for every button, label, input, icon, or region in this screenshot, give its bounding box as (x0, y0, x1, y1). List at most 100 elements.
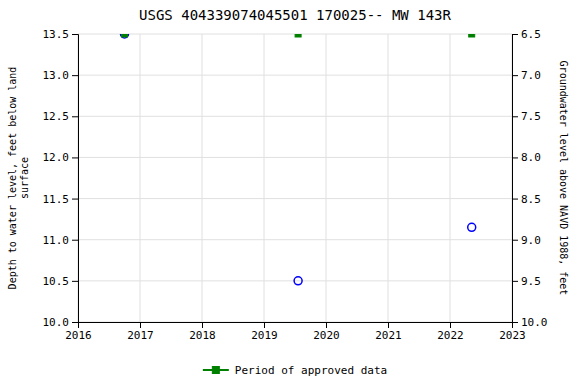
point (121, 34, 129, 38)
grid-line (450, 34, 451, 322)
axis-title: Groundwater level above NAVD 1988, feet (558, 61, 569, 296)
tick: 10.5 (43, 275, 79, 288)
tick-label: 2018 (189, 329, 216, 342)
point (294, 277, 302, 285)
tick-label: 2016 (65, 329, 92, 342)
chart: 2016201720182019202020212022202310.010.5… (0, 0, 576, 384)
grid-line (140, 34, 141, 322)
tick-mark (512, 199, 518, 200)
tick-mark (512, 281, 518, 282)
tick-label: 2022 (437, 329, 464, 342)
point (469, 34, 475, 37)
marks (121, 34, 476, 285)
axis: 10.0 10.5 11.0 11.5 12.0 12.5 13.0 13.5 (43, 28, 79, 329)
tick-label: 2017 (127, 329, 154, 342)
grid (78, 34, 512, 322)
grid-line (388, 34, 389, 322)
tick-label: 13.5 (43, 28, 70, 41)
grid-line (78, 280, 512, 281)
tick: 8.0 (512, 151, 541, 164)
tick: 12.0 (43, 151, 79, 164)
tick-mark (512, 322, 518, 323)
tick: 11.5 (43, 193, 79, 206)
tick: 2017 (127, 322, 154, 342)
tick-mark (72, 199, 78, 200)
axis: 10.0 9.5 9.0 8.5 8.0 7.5 7.0 6.5 (512, 28, 548, 329)
tick: 7.0 (512, 69, 541, 82)
tick-label: 9.0 (521, 234, 541, 247)
tick: 13.0 (43, 69, 79, 82)
grid-line (78, 239, 512, 240)
tick-label: 12.0 (43, 151, 70, 164)
tick: 13.5 (43, 28, 79, 41)
title: USGS 404339074045501 170025-- MW 143R (139, 7, 451, 23)
tick-mark (388, 322, 389, 328)
tick-mark (326, 322, 327, 328)
grid-line (202, 34, 203, 322)
tick: 10.0 (512, 316, 548, 329)
tick-label: 2021 (375, 329, 402, 342)
axis-line (72, 35, 79, 323)
tick-mark (140, 322, 141, 328)
axis-line (79, 323, 513, 329)
grid-line (326, 34, 327, 322)
tick-label: 13.0 (43, 69, 70, 82)
point (122, 34, 128, 37)
tick: 9.5 (512, 275, 541, 288)
tick: 7.5 (512, 110, 541, 123)
tick-label: 10.5 (43, 275, 70, 288)
tick-label: 2020 (313, 329, 340, 342)
legend-marker (212, 367, 219, 374)
grid-line (78, 157, 512, 158)
tick: 6.5 (512, 28, 541, 41)
tick-mark (72, 34, 78, 35)
tick-mark (512, 157, 518, 158)
tick: 2022 (437, 322, 464, 342)
tick: 2018 (189, 322, 216, 342)
tick-label: 2023 (499, 329, 526, 342)
tick: 12.5 (43, 110, 79, 123)
legend-label: Period of approved data (235, 364, 387, 377)
axis-title: Depth to water level, feet below landsur… (7, 67, 30, 290)
series (121, 34, 476, 285)
tick-label: 9.5 (521, 275, 541, 288)
tick-label: 12.5 (43, 110, 70, 123)
grid-line (78, 116, 512, 117)
tick-mark (72, 240, 78, 241)
tick: 2016 (65, 322, 92, 342)
tick: 8.5 (512, 193, 541, 206)
tick: 9.0 (512, 234, 541, 247)
tick-mark (450, 322, 451, 328)
tick: 2019 (251, 322, 278, 342)
tick-mark (72, 281, 78, 282)
tick-label: 7.5 (521, 110, 541, 123)
tick-label: 11.0 (43, 234, 70, 247)
tick-mark (72, 116, 78, 117)
tick: 2021 (375, 322, 402, 342)
tick-label: 7.0 (521, 69, 541, 82)
tick-label: 8.0 (521, 151, 541, 164)
plot: 2016201720182019202020212022202310.010.5… (43, 28, 548, 342)
tick: 11.0 (43, 234, 79, 247)
tick-mark (512, 75, 518, 76)
tick-label: 10.0 (521, 316, 548, 329)
tick-mark (72, 75, 78, 76)
point (468, 223, 476, 231)
grid-line (78, 198, 512, 199)
tick-mark (512, 116, 518, 117)
grid-line (264, 34, 265, 322)
tick-mark (512, 240, 518, 241)
point (295, 34, 301, 37)
tick: 2020 (313, 322, 340, 342)
tick-mark (72, 157, 78, 158)
axis-line (513, 35, 519, 323)
tick: 10.0 (43, 316, 79, 329)
tick-label: 10.0 (43, 316, 70, 329)
tick-label: 6.5 (521, 28, 541, 41)
series (122, 34, 475, 37)
tick-mark (512, 34, 518, 35)
tick-label: 11.5 (43, 193, 70, 206)
tick-label: 2019 (251, 329, 278, 342)
tick-mark (202, 322, 203, 328)
tick-mark (72, 322, 78, 323)
